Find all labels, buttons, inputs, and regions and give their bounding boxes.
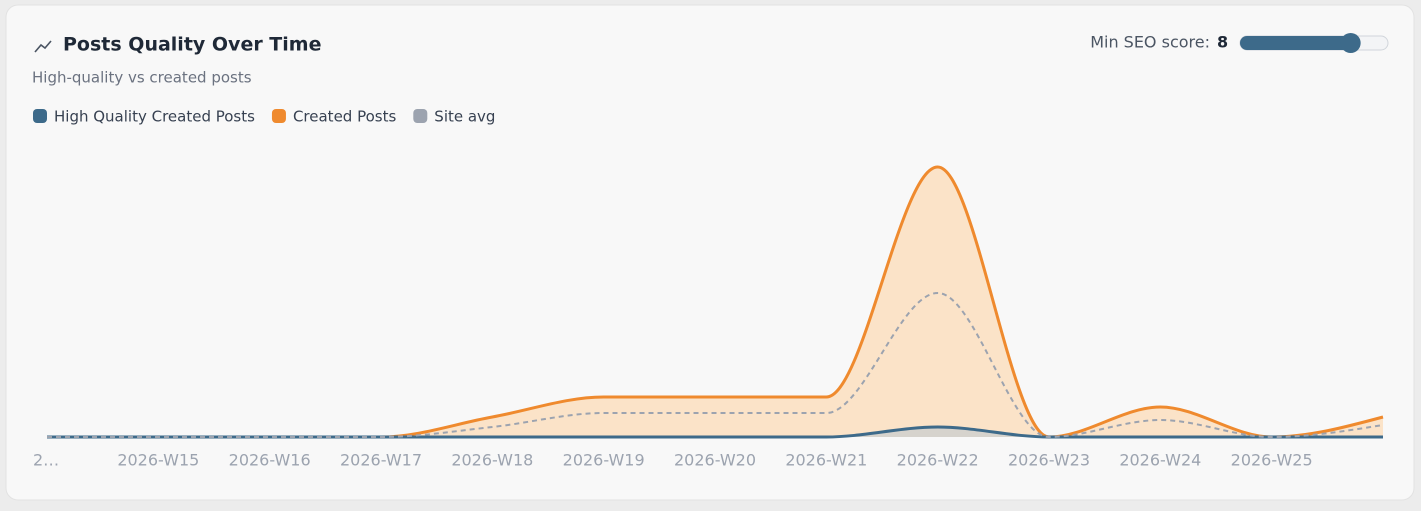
x-tick-label: 2026-W24 <box>1119 451 1201 470</box>
x-tick-label: 2026-W16 <box>229 451 311 470</box>
slider-value: 8 <box>1217 33 1228 52</box>
x-tick-label: 2026-W20 <box>674 451 756 470</box>
chart-title: Posts Quality Over Time <box>63 34 321 56</box>
legend-label: Site avg <box>434 108 495 126</box>
legend-swatch <box>33 109 47 123</box>
line <box>47 425 1383 439</box>
x-tick-label: 2026-W15 <box>117 451 199 470</box>
legend-swatch <box>413 109 428 123</box>
plot: 2… 2026-W15 2026-W16 2026-W17 2026-W18 2026-W… <box>33 165 1384 470</box>
x-tick-label: 2026-W18 <box>451 451 533 470</box>
legend: High Quality Created Posts Created Posts S… <box>33 108 495 126</box>
x-tick-label: 2026-W23 <box>1008 451 1090 470</box>
x-tick-label: 2026-W25 <box>1231 451 1313 470</box>
chart-subtitle: High-quality vs created posts <box>32 69 252 87</box>
x-tick-label: 2026-W19 <box>563 451 645 470</box>
x-tick-label: 2… <box>33 451 59 470</box>
trend-icon <box>34 40 52 53</box>
legend-label: Created Posts <box>293 108 397 126</box>
slider-knob[interactable] <box>1340 33 1361 53</box>
x-tick-label: 2026-W21 <box>785 451 867 470</box>
legend-label: High Quality Created Posts <box>54 108 255 126</box>
x-tick-label: 2026-W17 <box>340 451 422 470</box>
legend-swatch <box>271 109 286 123</box>
slider-label: Min SEO score: <box>1090 33 1210 52</box>
card <box>5 4 1415 501</box>
slider-fill[interactable] <box>1240 36 1351 50</box>
slider[interactable] <box>1239 33 1389 53</box>
x-tick-label: 2026-W22 <box>897 451 979 470</box>
line <box>47 291 1384 439</box>
